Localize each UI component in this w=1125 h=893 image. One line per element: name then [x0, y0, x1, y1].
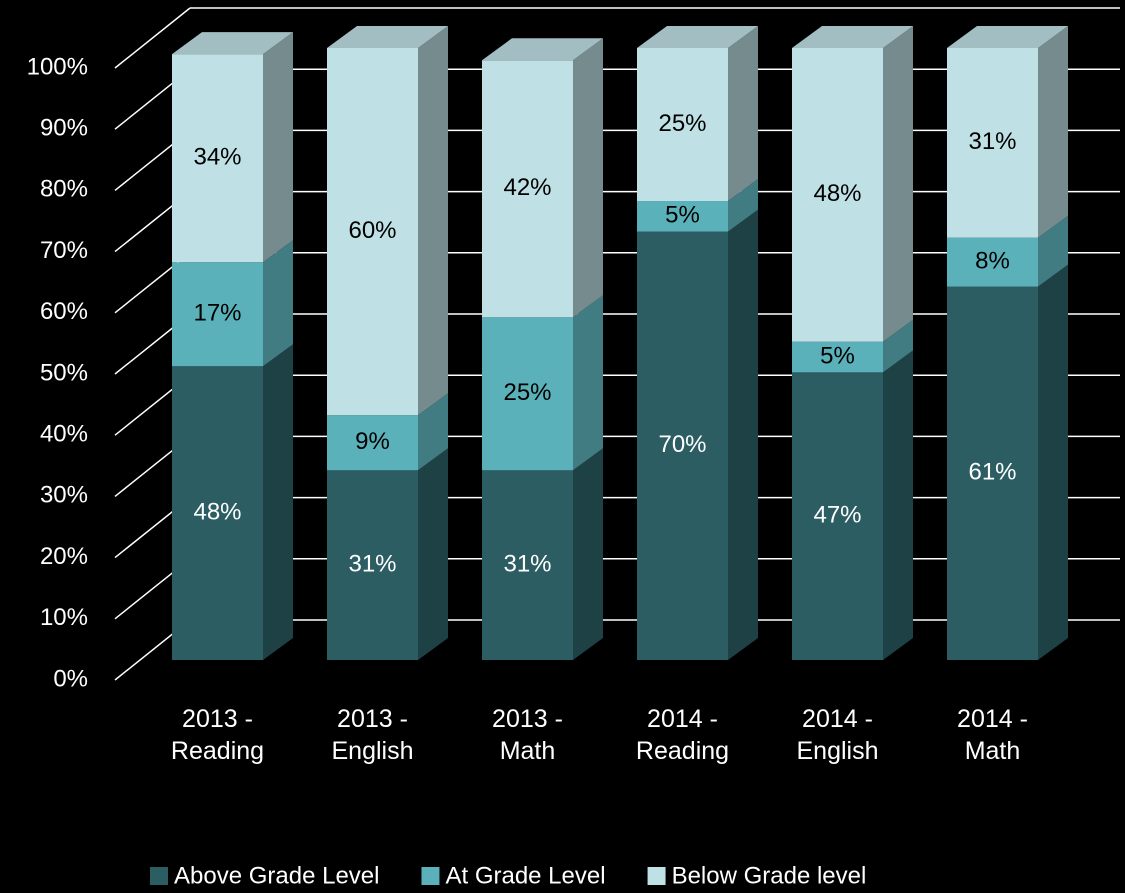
bar [482, 60, 573, 318]
bar-side [263, 240, 293, 367]
x-tick-label: 2013 - Math [492, 705, 563, 765]
bar-side [728, 26, 758, 201]
legend-label: Below Grade level [672, 862, 867, 889]
bar-top [947, 26, 1068, 48]
x-tick-label: 2014 - Reading [635, 705, 730, 765]
bar-side [1038, 264, 1068, 660]
data-label: 25% [658, 110, 706, 137]
y-tick-label: 80% [40, 176, 88, 203]
x-tick-label: 2013 - English [331, 705, 414, 765]
y-tick-label: 30% [40, 482, 88, 509]
legend-swatch [421, 867, 440, 885]
data-label: 17% [193, 300, 241, 327]
bar [947, 286, 1038, 660]
bar-side [1038, 215, 1068, 287]
bar-top [482, 38, 603, 61]
bar-side [263, 32, 293, 263]
x-tick-label: 2014 - Math [957, 705, 1028, 765]
data-label: 48% [193, 498, 241, 525]
bar-side [573, 448, 603, 660]
bar-top [172, 32, 293, 55]
data-label: 31% [348, 550, 396, 577]
bar [482, 317, 573, 471]
bar-side [418, 26, 448, 416]
data-label: 61% [968, 459, 1016, 486]
legend-swatch [150, 867, 168, 885]
data-label: 31% [503, 550, 551, 577]
legend-label: Above Grade Level [174, 862, 379, 889]
data-label: 47% [813, 502, 861, 529]
bar [327, 470, 418, 660]
bar [172, 262, 263, 367]
bar-side [418, 393, 448, 471]
bar-side [418, 448, 448, 660]
y-tick-label: 70% [40, 237, 88, 264]
data-label: 9% [355, 428, 390, 455]
bar [482, 470, 573, 660]
bar [327, 415, 418, 471]
bar-top [637, 26, 758, 48]
y-tick-label: 50% [40, 359, 88, 386]
bar-side [883, 350, 913, 660]
bar [637, 48, 728, 201]
data-label: 42% [503, 174, 551, 201]
bar [637, 231, 728, 660]
bar-side [728, 179, 758, 232]
x-tick-label: 2014 - English [796, 705, 879, 765]
bar-side [573, 295, 603, 471]
data-label: 31% [968, 128, 1016, 155]
y-tick-label: 20% [40, 543, 88, 570]
y-tick-label: 0% [53, 665, 88, 692]
data-label: 34% [193, 144, 241, 171]
data-label: 70% [658, 431, 706, 458]
bar [327, 48, 418, 416]
bar-side [263, 344, 293, 660]
bar-top [792, 26, 913, 48]
y-tick-label: 40% [40, 421, 88, 448]
y-tick-label: 60% [40, 298, 88, 325]
bar [792, 48, 883, 342]
y-tick-label: 10% [40, 604, 88, 631]
data-label: 25% [503, 379, 551, 406]
y-tick-label: 100% [27, 53, 88, 80]
bar [792, 372, 883, 660]
y-tick-label: 90% [40, 115, 88, 142]
data-label: 48% [813, 180, 861, 207]
legend-swatch [647, 867, 666, 885]
bar [947, 48, 1038, 238]
bar [792, 341, 883, 373]
bar-side [728, 209, 758, 660]
bar-side [883, 319, 913, 373]
x-tick-label: 2013 - Reading [170, 705, 265, 765]
bar [172, 54, 263, 263]
bar-side [1038, 26, 1068, 238]
bar [947, 237, 1038, 287]
data-label: 5% [820, 342, 855, 369]
bar-side [573, 38, 603, 318]
bar-top [327, 26, 448, 48]
grid-line [114, 7, 191, 69]
data-label: 5% [665, 202, 700, 229]
data-label: 60% [348, 217, 396, 244]
bar [172, 366, 263, 660]
legend-label: At Grade Level [445, 862, 605, 889]
data-label: 8% [975, 248, 1010, 275]
bar [637, 201, 728, 232]
bar-side [883, 26, 913, 342]
